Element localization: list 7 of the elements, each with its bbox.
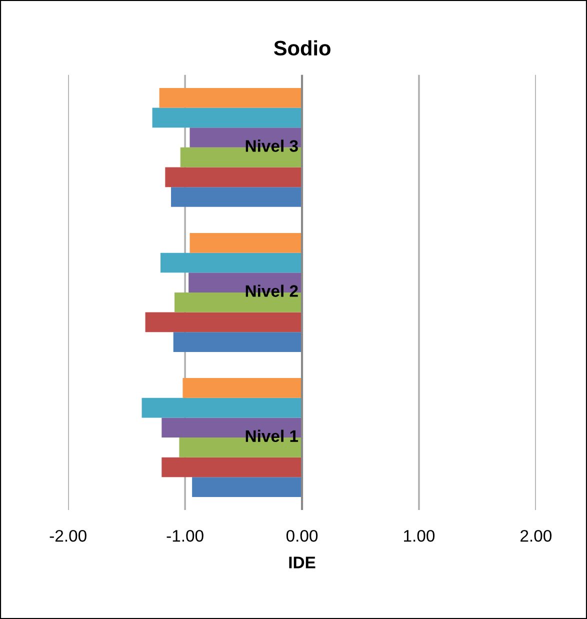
x-tick-label: 0.00 xyxy=(286,530,318,542)
x-tick-label: -2.00 xyxy=(50,530,86,542)
x-tick-label: 1.00 xyxy=(404,530,435,542)
chart-title: Sodio xyxy=(274,40,330,56)
x-tick-label: -1.00 xyxy=(166,530,204,542)
x-axis-title: IDE xyxy=(289,556,316,568)
x-tick-label: 2.00 xyxy=(520,530,552,542)
